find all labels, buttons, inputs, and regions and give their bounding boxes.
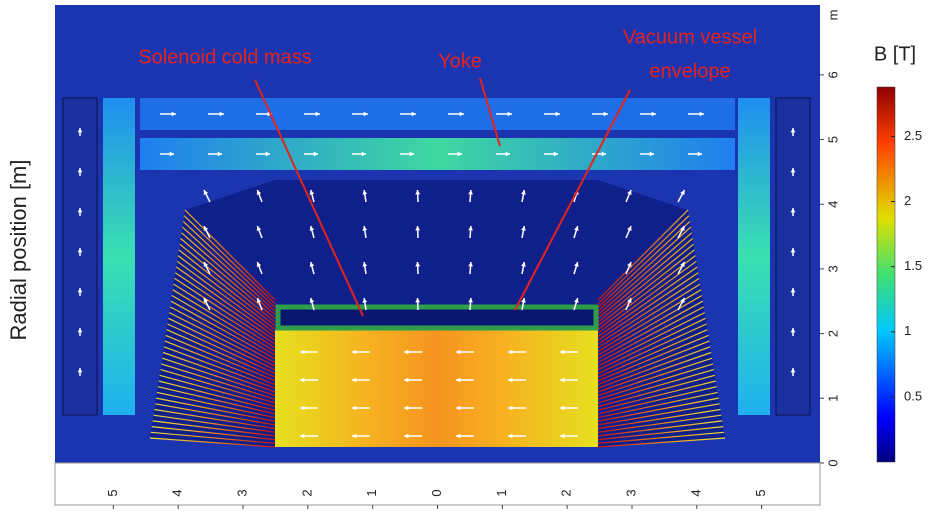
x-tick-label: 0 (429, 489, 444, 496)
y-tick-label: 1 (825, 395, 840, 402)
y-tick-label: 3 (825, 265, 840, 272)
side-yoke (103, 98, 135, 415)
colorbar-tick-label: 2 (904, 193, 911, 208)
x-tick-label: 4 (688, 489, 703, 496)
y-tick-label: 6 (825, 71, 840, 78)
x-tick-label: 2 (559, 489, 574, 496)
side-yoke (738, 98, 770, 415)
annotation: Solenoid cold mass (138, 46, 311, 68)
x-tick-label: 3 (623, 489, 638, 496)
colorbar-tick-label: 0.5 (904, 388, 922, 403)
cold-mass (278, 307, 596, 328)
annotation: envelope (649, 60, 730, 82)
y-axis-label: Radial position [m] (6, 160, 31, 341)
x-tick-label: 3 (234, 489, 249, 496)
outer-box (776, 98, 810, 415)
solenoid-field (275, 330, 598, 447)
outer-box (63, 98, 97, 415)
colorbar (877, 87, 895, 462)
x-tick-label: 1 (364, 489, 379, 496)
x-tick-label: 5 (753, 489, 768, 496)
colorbar-tick-label: 1.5 (904, 258, 922, 273)
y-tick-label: 2 (825, 330, 840, 337)
colorbar-tick-label: 2.5 (904, 128, 922, 143)
x-tick-label: 5 (105, 489, 120, 496)
x-tick-label: 4 (170, 489, 185, 496)
empty-region (55, 463, 820, 505)
y-tick-label: 5 (825, 136, 840, 143)
y-tick-label: 0 (825, 459, 840, 466)
y-tick-label: 4 (825, 201, 840, 208)
colorbar-tick-label: 1 (904, 323, 911, 338)
annotation: Vacuum vessel (623, 26, 757, 48)
colorbar-label: B [T] (874, 43, 916, 65)
annotation: Yoke (438, 50, 482, 72)
x-tick-label: 1 (494, 489, 509, 496)
x-tick-label: 2 (299, 489, 314, 496)
y-unit: m (825, 10, 840, 21)
